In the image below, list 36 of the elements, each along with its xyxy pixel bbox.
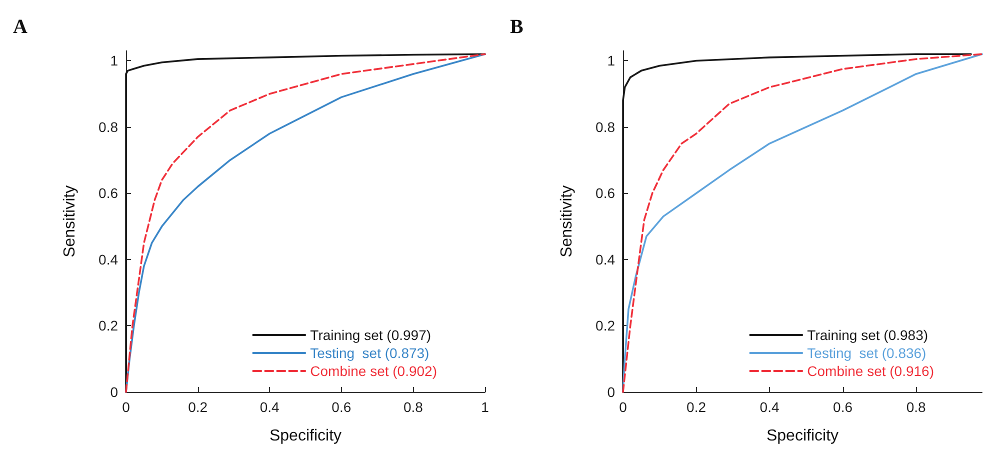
- y-tick-label: 0: [607, 384, 616, 400]
- line-series: [125, 53, 486, 393]
- chart-title: B: [510, 16, 524, 38]
- x-tick-label: 0.6: [332, 399, 352, 415]
- legend-label: Training set (0.997): [310, 327, 432, 343]
- legend-label: Combine set (0.902): [310, 363, 438, 379]
- x-tick-label: 0.2: [686, 399, 706, 415]
- x-tick-label: 0.6: [833, 399, 853, 415]
- y-axis-title: Sensitivity: [558, 185, 576, 258]
- y-tick-label: 0.4: [98, 251, 118, 268]
- x-axis-title: Specificity: [269, 428, 342, 444]
- y-tick-label: 0: [110, 384, 118, 400]
- y-tick-label: 0.8: [596, 118, 616, 135]
- y-tick-label: 0.8: [98, 118, 118, 135]
- chart-title: A: [13, 16, 28, 38]
- legend-label: Combine set (0.916): [807, 363, 934, 379]
- x-tick-label: 0: [122, 399, 130, 415]
- x-tick-label: 1: [481, 399, 490, 415]
- x-tick-label: 0.8: [906, 399, 926, 415]
- y-tick-label: 0.2: [596, 318, 616, 334]
- y-tick-label: 1: [110, 52, 118, 69]
- y-axis-title: Sensitivity: [62, 185, 78, 258]
- legend-label: Testing set (0.873): [310, 345, 430, 361]
- x-tick-label: 0: [619, 399, 628, 415]
- y-tick-label: 0.4: [596, 251, 616, 268]
- y-tick-label: 0.2: [98, 318, 118, 334]
- legend-label: Testing set (0.836): [807, 345, 926, 361]
- x-tick-label: 0.8: [403, 399, 424, 415]
- legend-label: Training set (0.983): [807, 327, 928, 343]
- y-tick-label: 0.6: [98, 185, 118, 202]
- y-tick-label: 1: [607, 52, 616, 69]
- x-tick-label: 0.4: [760, 399, 780, 415]
- x-axis-title: Specificity: [766, 428, 839, 444]
- y-tick-label: 0.6: [596, 185, 616, 202]
- x-tick-label: 0.4: [260, 399, 280, 415]
- x-tick-label: 0.2: [188, 399, 208, 415]
